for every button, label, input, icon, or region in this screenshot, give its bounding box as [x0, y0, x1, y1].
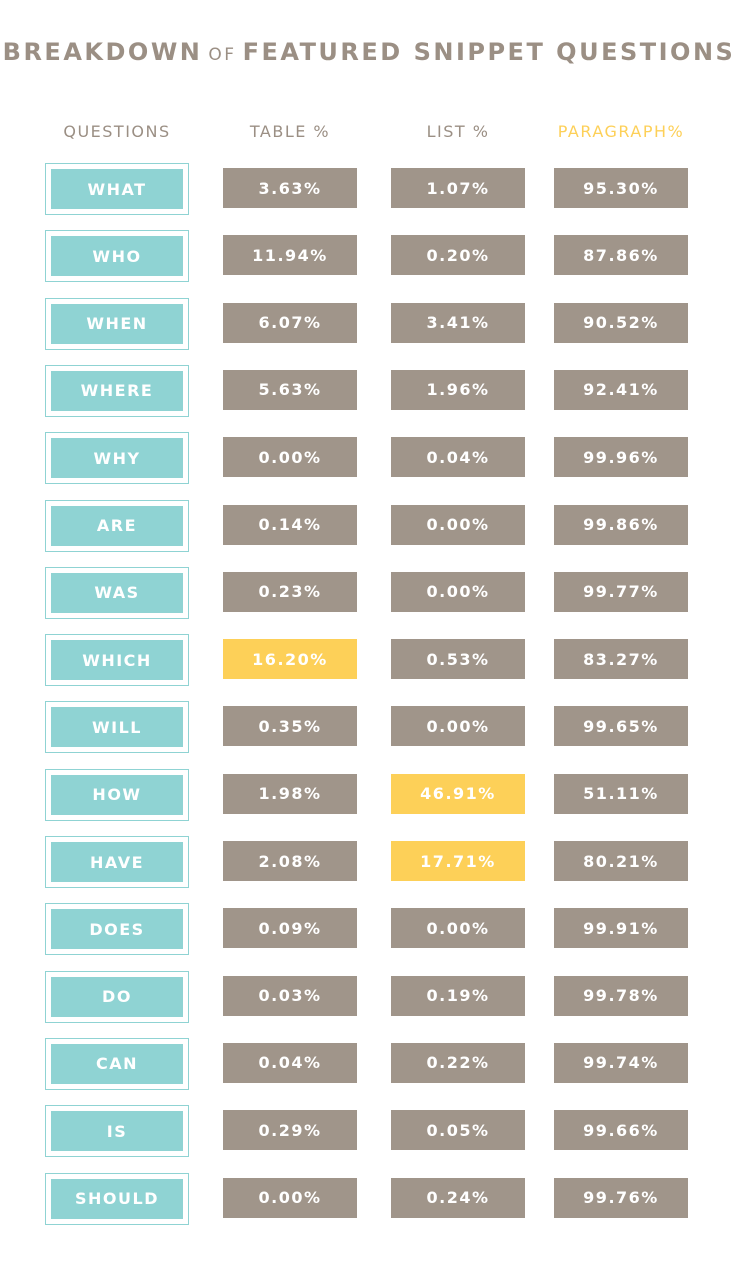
question-label: IS — [51, 1111, 183, 1152]
percent-cell: 0.24% — [391, 1177, 525, 1218]
percent-cell: 17.71% — [391, 841, 525, 881]
question-box: WILL — [45, 701, 189, 754]
percent-cell: 90.52% — [554, 302, 688, 343]
question-box: WHY — [45, 432, 189, 485]
question-label: WHAT — [51, 169, 183, 209]
question-label: DO — [51, 976, 183, 1017]
percent-cell: 0.00% — [223, 437, 357, 478]
question-label: WAS — [51, 572, 183, 613]
percent-cell: 80.21% — [554, 841, 688, 881]
question-label: WHICH — [51, 640, 183, 681]
question-label: WHO — [51, 236, 183, 277]
title-part: BREAKDOWN — [2, 38, 203, 66]
percent-cell: 99.77% — [554, 571, 688, 612]
percent-cell: 0.19% — [391, 975, 525, 1016]
question-label: WHEN — [51, 303, 183, 344]
percent-cell: 1.98% — [223, 773, 357, 814]
percent-cell: 0.04% — [223, 1042, 357, 1083]
percent-cell: 0.00% — [391, 504, 525, 545]
percent-cell: 0.00% — [391, 908, 525, 949]
percent-cell: 0.00% — [391, 706, 525, 747]
percent-cell: 2.08% — [223, 841, 357, 881]
question-box: HOW — [45, 768, 189, 821]
percent-cell: 0.03% — [223, 975, 357, 1016]
percent-cell: 6.07% — [223, 302, 357, 343]
question-box: ARE — [45, 499, 189, 552]
percent-cell: 0.14% — [223, 504, 357, 545]
question-box: DO — [45, 970, 189, 1023]
percent-cell: 0.23% — [223, 571, 357, 612]
percent-cell: 0.35% — [223, 706, 357, 747]
percent-cell: 99.65% — [554, 706, 688, 747]
percent-cell: 92.41% — [554, 369, 688, 410]
column-header: PARAGRAPH% — [557, 122, 685, 141]
percent-cell: 99.78% — [554, 975, 688, 1016]
percent-cell: 16.20% — [223, 639, 357, 680]
percent-cell: 1.07% — [391, 168, 525, 208]
question-label: HOW — [51, 774, 183, 815]
title-part: OF — [208, 45, 237, 65]
percent-cell: 0.20% — [391, 235, 525, 276]
percent-cell: 0.00% — [223, 1177, 357, 1218]
question-label: WHY — [51, 438, 183, 479]
question-label: SHOULD — [51, 1178, 183, 1219]
percent-cell: 0.22% — [391, 1042, 525, 1083]
percent-cell: 0.05% — [391, 1110, 525, 1151]
percent-cell: 3.41% — [391, 302, 525, 343]
percent-cell: 99.74% — [554, 1042, 688, 1083]
question-box: WHERE — [45, 364, 189, 417]
question-label: CAN — [51, 1043, 183, 1084]
column-header: TABLE % — [249, 122, 331, 141]
percent-cell: 0.00% — [391, 571, 525, 612]
question-label: HAVE — [51, 842, 183, 882]
percent-cell: 0.53% — [391, 639, 525, 680]
question-label: WILL — [51, 707, 183, 748]
percent-cell: 99.86% — [554, 504, 688, 545]
question-box: WAS — [45, 566, 189, 619]
percent-cell: 99.91% — [554, 908, 688, 949]
question-box: IS — [45, 1105, 189, 1158]
percent-cell: 3.63% — [223, 168, 357, 208]
column-header: LIST % — [426, 122, 490, 141]
percent-cell: 46.91% — [391, 773, 525, 814]
percent-cell: 0.04% — [391, 437, 525, 478]
percent-cell: 83.27% — [554, 639, 688, 680]
percent-cell: 99.76% — [554, 1177, 688, 1218]
title-part: FEATURED SNIPPET QUESTIONS — [242, 38, 736, 66]
title: BREAKDOWN OF FEATURED SNIPPET QUESTIONS — [0, 38, 738, 66]
percent-cell: 51.11% — [554, 773, 688, 814]
column-header: QUESTIONS — [63, 122, 171, 141]
percent-cell: 1.96% — [391, 369, 525, 410]
percent-cell: 99.66% — [554, 1110, 688, 1151]
question-label: WHERE — [51, 370, 183, 411]
question-box: CAN — [45, 1037, 189, 1090]
question-box: WHICH — [45, 634, 189, 687]
percent-cell: 0.29% — [223, 1110, 357, 1151]
question-box: SHOULD — [45, 1172, 189, 1225]
percent-cell: 11.94% — [223, 235, 357, 276]
percent-cell: 87.86% — [554, 235, 688, 276]
percent-cell: 5.63% — [223, 369, 357, 410]
question-box: WHAT — [45, 163, 189, 215]
question-box: WHO — [45, 230, 189, 283]
question-label: DOES — [51, 909, 183, 950]
question-box: HAVE — [45, 836, 189, 888]
percent-cell: 0.09% — [223, 908, 357, 949]
question-box: WHEN — [45, 297, 189, 350]
percent-cell: 95.30% — [554, 168, 688, 208]
percent-cell: 99.96% — [554, 437, 688, 478]
question-box: DOES — [45, 903, 189, 956]
question-label: ARE — [51, 505, 183, 546]
